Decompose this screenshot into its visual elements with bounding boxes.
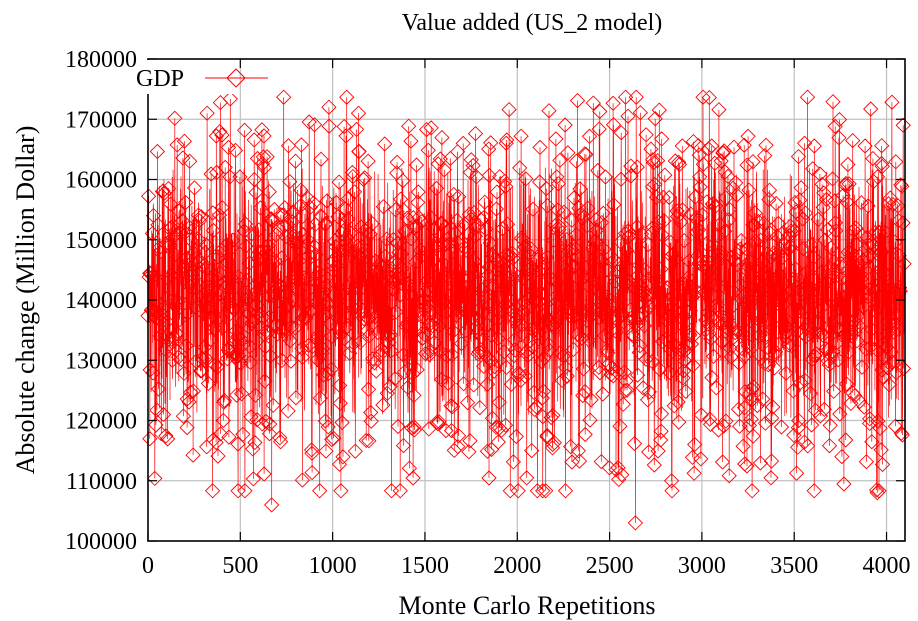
- x-tick-label: 2500: [586, 553, 634, 579]
- series-line-gdp: [147, 97, 905, 523]
- x-tick-label: 3500: [770, 553, 818, 579]
- y-tick-label: 150000: [65, 228, 137, 254]
- y-tick-label: 110000: [66, 469, 137, 495]
- x-tick-label: 1000: [309, 553, 357, 579]
- y-tick-labels: 100000 110000 120000 130000 140000 150000 1600…: [65, 47, 137, 555]
- ticks: [147, 58, 905, 542]
- x-tick-label: 0: [142, 553, 154, 579]
- y-tick-label: 100000: [65, 529, 137, 555]
- y-tick-label: 130000: [65, 348, 137, 374]
- x-tick-label: 1500: [401, 553, 449, 579]
- chart-title: Value added (US_2 model): [402, 10, 663, 36]
- y-axis-label: Absolute change (Million Dollar): [11, 126, 40, 475]
- x-tick-label: 2000: [493, 553, 541, 579]
- x-tick-labels: 0 500 1000 1500 2000 2500 3000 3500 4000: [142, 553, 911, 579]
- y-tick-label: 180000: [65, 47, 137, 73]
- x-tick-label: 500: [222, 553, 258, 579]
- y-tick-label: 160000: [65, 168, 137, 194]
- legend-marker: [226, 68, 246, 88]
- x-tick-label: 4000: [863, 553, 911, 579]
- series-gdp: [140, 89, 912, 531]
- legend: GDP: [136, 60, 268, 94]
- x-tick-label: 3000: [678, 553, 726, 579]
- y-tick-label: 140000: [65, 288, 137, 314]
- y-tick-label: 120000: [65, 409, 137, 435]
- y-tick-label: 170000: [65, 107, 137, 133]
- legend-label: GDP: [136, 66, 184, 92]
- x-axis-label: Monte Carlo Repetitions: [398, 591, 655, 620]
